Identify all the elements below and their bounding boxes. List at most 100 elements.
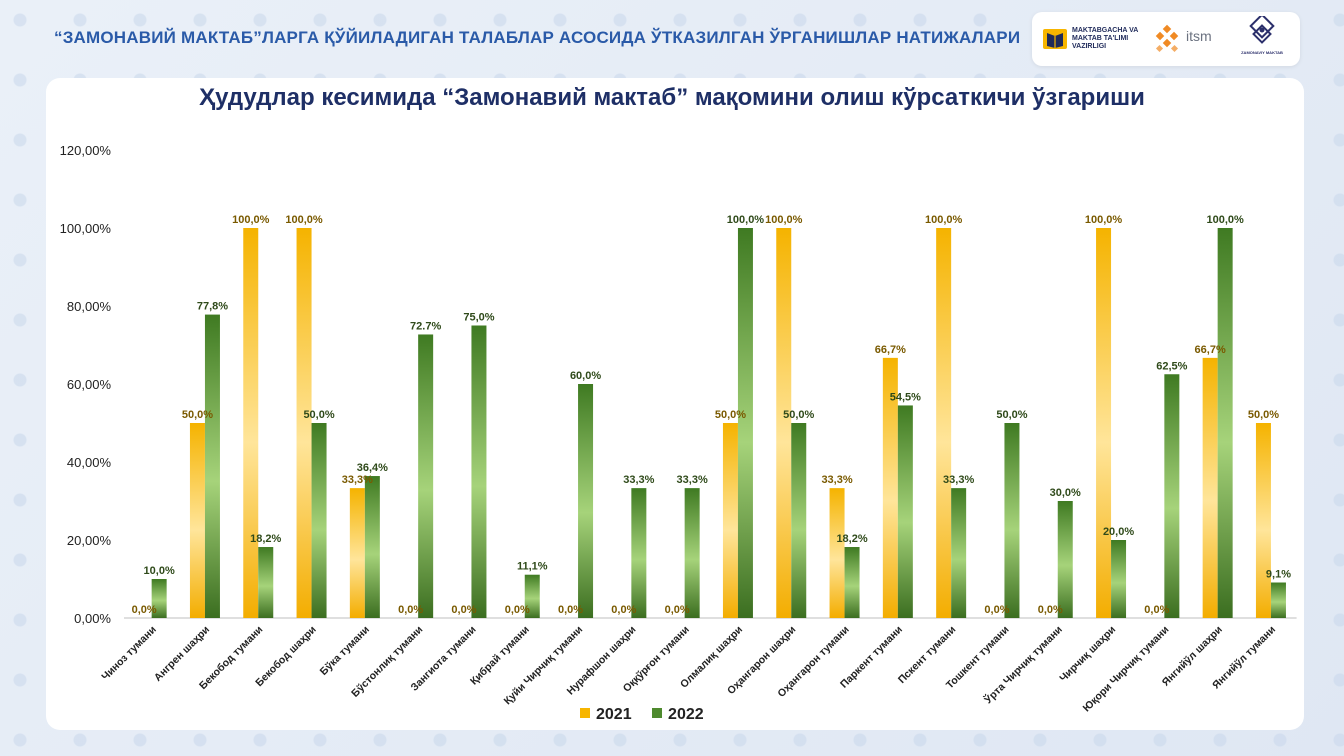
- data-label-2021: 0,0%: [1144, 604, 1169, 616]
- bar-2022: [897, 405, 913, 618]
- bar-2022: [844, 547, 860, 618]
- data-label-2022: 33,3%: [623, 474, 654, 486]
- data-label-2021: 50,0%: [1248, 409, 1279, 421]
- bar-2021: [1255, 423, 1271, 618]
- bar-2021: [722, 423, 738, 618]
- y-tick-label: 40,00%: [67, 455, 112, 470]
- bar-2022: [1164, 374, 1180, 618]
- data-label-2021: 0,0%: [398, 604, 423, 616]
- bar-2021: [1202, 357, 1218, 618]
- data-label-2021: 33,3%: [821, 474, 852, 486]
- bar-2022: [204, 314, 220, 618]
- bar-2022: [1270, 582, 1286, 618]
- bar-2022: [631, 488, 647, 618]
- page-header-title: “ЗАМОНАВИЙ МАКТАБ”ЛАРГА ҚЎЙИЛАДИГАН ТАЛА…: [54, 28, 1021, 47]
- data-label-2022: 10,0%: [144, 565, 175, 577]
- data-label-2021: 0,0%: [132, 604, 157, 616]
- y-tick-label: 60,00%: [67, 377, 112, 392]
- bar-2022: [684, 488, 700, 618]
- data-label-2022: 77,8%: [197, 301, 228, 313]
- itsm-logo-text: itsm: [1186, 28, 1212, 44]
- bar-2022: [364, 476, 380, 618]
- zamonaviy-logo-text: ZAMONAVIY MAKTAB: [1241, 50, 1283, 55]
- ministry-logo-text: MAKTABGACHA VA MAKTAB TA'LIMI VAZIRLIGI: [1072, 27, 1139, 50]
- bar-2021: [349, 488, 365, 618]
- bar-2021: [882, 357, 898, 618]
- data-label-2022: 33,3%: [677, 474, 708, 486]
- bar-2022: [524, 574, 540, 618]
- data-label-2022: 36,4%: [357, 462, 388, 474]
- data-label-2022: 9,1%: [1266, 569, 1291, 581]
- bar-2022: [1004, 423, 1020, 618]
- data-label-2021: 100,0%: [925, 214, 963, 226]
- zamonaviy-maktab-logo: ZAMONAVIY MAKTAB: [1238, 16, 1286, 62]
- data-label-2022: 18,2%: [836, 533, 867, 545]
- data-label-2022: 72.7%: [410, 320, 441, 332]
- data-label-2022: 75,0%: [463, 312, 494, 324]
- bar-2022: [1057, 501, 1073, 618]
- x-tick-label: Чиноз тумани: [99, 624, 158, 683]
- data-label-2021: 0,0%: [505, 604, 530, 616]
- bar-2022: [151, 579, 167, 618]
- itsm-diamond-icon: [1155, 24, 1179, 53]
- bar-2021: [829, 488, 845, 618]
- data-label-2022: 18,2%: [250, 533, 281, 545]
- data-label-2022: 100,0%: [1206, 214, 1244, 226]
- data-label-2022: 54,5%: [890, 391, 921, 403]
- data-label-2022: 60,0%: [570, 370, 601, 382]
- y-tick-label: 0,00%: [74, 611, 111, 626]
- data-label-2021: 0,0%: [665, 604, 690, 616]
- legend-swatch-2022: [652, 708, 663, 718]
- data-label-2021: 100,0%: [232, 214, 270, 226]
- ministry-book-icon: [1043, 29, 1067, 49]
- data-label-2022: 20,0%: [1103, 526, 1134, 538]
- bar-2022: [737, 228, 753, 618]
- legend-item-2022: 2022: [652, 706, 704, 724]
- data-label-2021: 50,0%: [182, 409, 213, 421]
- bar-2022: [258, 547, 274, 618]
- y-tick-label: 20,00%: [67, 533, 112, 548]
- data-label-2022: 30,0%: [1050, 487, 1081, 499]
- bar-2021: [189, 423, 205, 618]
- logo-panel: MAKTABGACHA VA MAKTAB TA'LIMI VAZIRLIGI …: [1032, 12, 1300, 66]
- bar-2022: [791, 423, 807, 618]
- bar-2022: [311, 423, 327, 618]
- x-tick-label: Юқори Чирчиқ тумани: [1081, 624, 1172, 715]
- bar-2022: [951, 488, 967, 618]
- legend-swatch-2021: [580, 708, 590, 718]
- data-label-2022: 50,0%: [303, 409, 334, 421]
- data-label-2021: 50,0%: [715, 409, 746, 421]
- data-label-2021: 0,0%: [984, 604, 1009, 616]
- data-label-2021: 100,0%: [1085, 214, 1123, 226]
- bar-2022: [1217, 228, 1233, 618]
- bar-2022: [471, 325, 487, 618]
- data-label-2021: 0,0%: [1038, 604, 1063, 616]
- data-label-2022: 50,0%: [996, 409, 1027, 421]
- x-tick-label: Чирчиқ шаҳри: [1057, 624, 1118, 685]
- data-label-2021: 0,0%: [558, 604, 583, 616]
- data-label-2022: 50,0%: [783, 409, 814, 421]
- data-label-2021: 0,0%: [611, 604, 636, 616]
- data-label-2021: 100,0%: [765, 214, 803, 226]
- itsm-logo: itsm: [1152, 22, 1222, 56]
- chart-legend: 2021 2022: [580, 706, 720, 724]
- data-label-2022: 11,1%: [517, 561, 548, 573]
- bar-2021: [1096, 228, 1112, 618]
- bar-2022: [1111, 540, 1127, 618]
- legend-label-2022: 2022: [668, 706, 704, 723]
- zamonaviy-emblem-icon: [1249, 16, 1275, 44]
- data-label-2021: 33,3%: [342, 474, 373, 486]
- data-label-2021: 100,0%: [285, 214, 323, 226]
- bar-2021: [296, 228, 312, 618]
- x-tick-label: Бўка тумани: [318, 624, 372, 678]
- data-label-2021: 66,7%: [875, 344, 906, 356]
- chart-title: Ҳудудлар кесимида “Замонавий мактаб” мақ…: [199, 84, 1145, 111]
- data-label-2021: 0,0%: [451, 604, 476, 616]
- data-label-2021: 66,7%: [1195, 344, 1226, 356]
- bar-2022: [418, 334, 434, 618]
- data-label-2022: 33,3%: [943, 474, 974, 486]
- bar-2021: [776, 228, 792, 618]
- y-tick-label: 100,00%: [60, 221, 112, 236]
- data-label-2022: 62,5%: [1156, 360, 1187, 372]
- bar-2021: [936, 228, 952, 618]
